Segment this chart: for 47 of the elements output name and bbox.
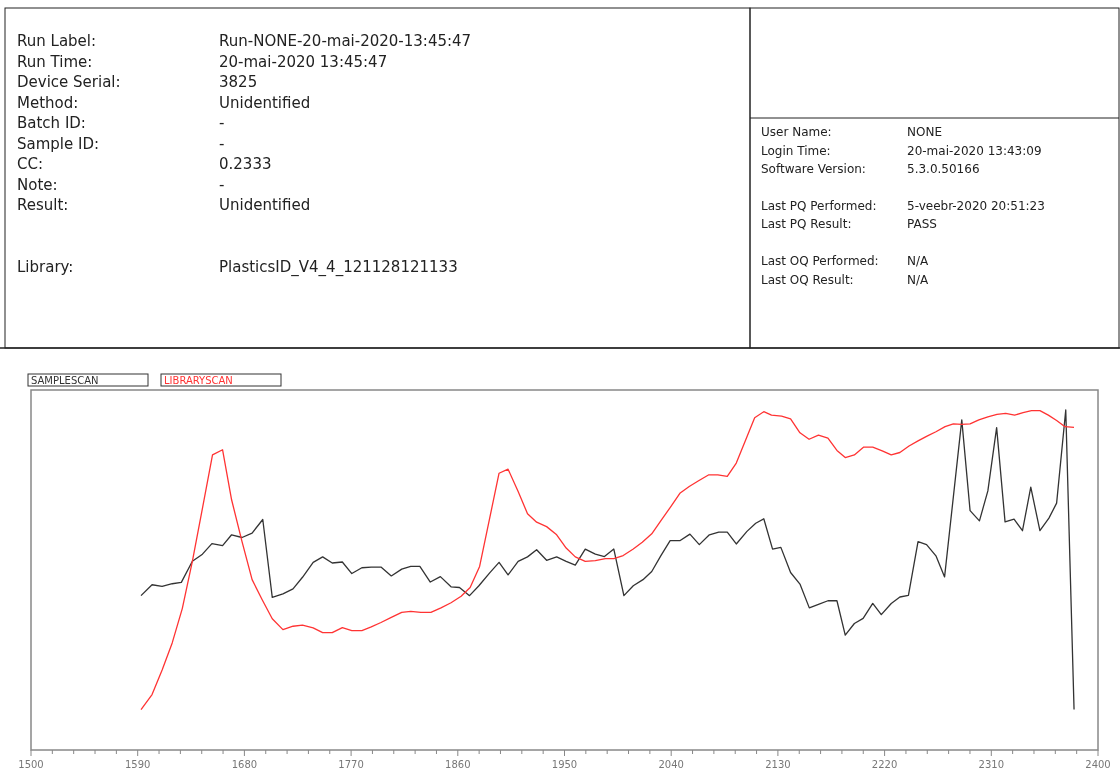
text: Last PQ Result: [761,217,852,231]
x-tick-label: 1860 [445,759,471,770]
text: 5.3.0.50166 [907,162,980,176]
x-tick-label: 2220 [871,759,898,770]
text: 5-veebr-2020 20:51:23 [907,199,1045,213]
text: Unidentified [219,196,311,214]
text: Note: [17,175,58,194]
text: 3825 [219,73,258,91]
text: 20-mai-2020 13:43:09 [907,144,1042,158]
text: PASS [907,217,937,231]
text: Last PQ Performed: [761,199,877,213]
text: Batch ID: [17,114,86,132]
x-tick-label: 1590 [124,759,151,770]
x-tick-label: 2040 [658,759,684,770]
text: 0.2333 [219,155,272,173]
text: - [219,175,225,194]
text: Sample ID: [17,134,100,153]
text: Unidentified [219,93,311,112]
x-tick-label: 1770 [338,759,364,770]
text: NONE [907,125,942,139]
x-tick-label: 1500 [18,759,44,770]
text: User Name: [761,125,832,139]
text: LIBRARYSCAN [164,375,233,386]
text: Last OQ Result: [761,273,854,287]
text: N/A [907,273,930,287]
text: Run-NONE-20-mai-2020-13:45:47 [219,32,472,50]
x-tick-label: 1950 [551,759,578,770]
text: Library: [17,258,74,276]
x-tick-label: 1680 [231,759,258,770]
text: - [219,114,225,132]
x-tick-label: 2310 [978,759,1005,770]
text: SAMPLESCAN [31,375,99,386]
text: Run Label: [17,32,97,50]
text: 20-mai-2020 13:45:47 [219,52,388,71]
text: Device Serial: [17,73,121,91]
text: Result: [17,196,69,214]
text: Method: [17,93,79,112]
text: PlasticsID_V4_4_121128121133 [219,258,458,277]
text: Run Time: [17,52,93,71]
text: CC: [17,155,44,173]
text: Last OQ Performed: [761,254,879,268]
text: Login Time: [761,144,831,158]
text: Software Version: [761,162,866,176]
text: N/A [907,254,930,268]
x-tick-label: 2130 [765,759,791,770]
text: - [219,134,225,153]
x-tick-label: 2400 [1085,759,1111,770]
